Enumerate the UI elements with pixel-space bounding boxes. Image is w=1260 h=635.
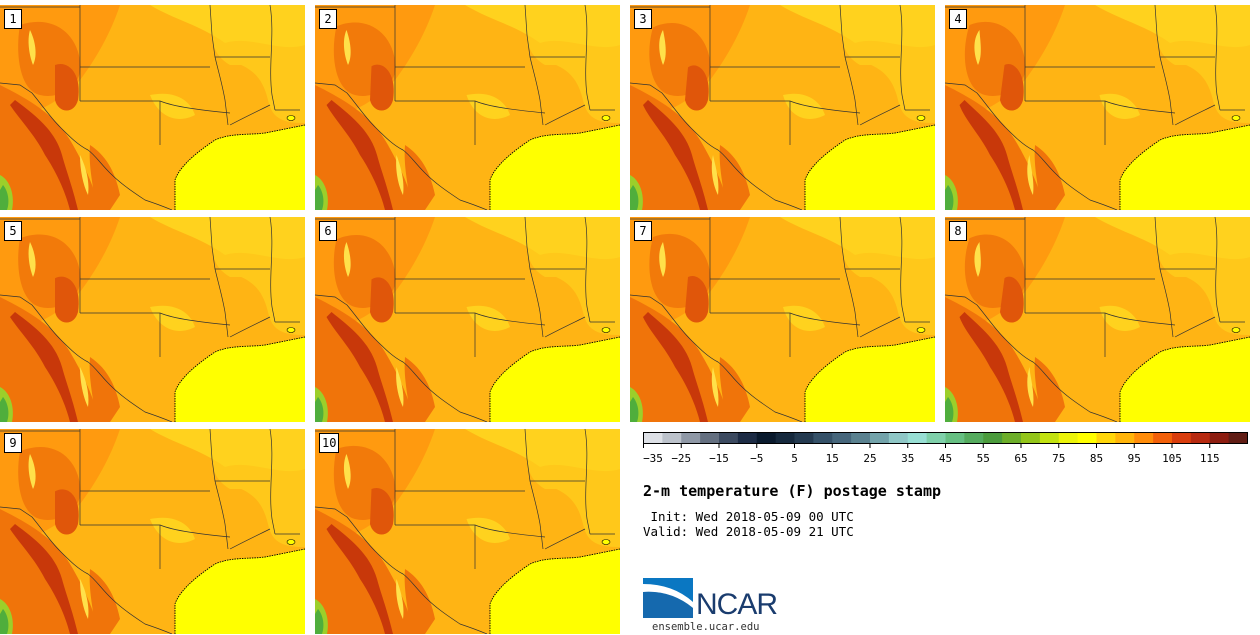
ncar-logo-icon bbox=[643, 578, 693, 618]
colorbar-swatch bbox=[813, 432, 833, 444]
colorbar-swatch bbox=[737, 432, 758, 444]
colorbar-swatch bbox=[1039, 432, 1060, 444]
colorbar-tick-label: 45 bbox=[939, 452, 952, 465]
ensemble-member-map: 3 bbox=[630, 5, 935, 210]
colorbar-tick-label: 95 bbox=[1128, 452, 1141, 465]
member-number: 1 bbox=[4, 9, 22, 29]
colorbar-swatch bbox=[1190, 432, 1211, 444]
colorbar-swatch bbox=[1021, 432, 1041, 444]
colorbar-tick-label: 55 bbox=[977, 452, 990, 465]
ensemble-member-map: 1 bbox=[0, 5, 305, 210]
colorbar-swatch bbox=[870, 432, 890, 444]
colorbar-swatch bbox=[1002, 432, 1022, 444]
colorbar-swatch bbox=[681, 432, 701, 444]
colorbar-swatch bbox=[926, 432, 946, 444]
colorbar-swatch bbox=[719, 432, 739, 444]
member-number: 6 bbox=[319, 221, 337, 241]
colorbar-swatch bbox=[662, 432, 682, 444]
colorbar-tick-label: −15 bbox=[709, 452, 729, 465]
member-number: 2 bbox=[319, 9, 337, 29]
ensemble-member-map: 7 bbox=[630, 217, 935, 422]
colorbar-swatch bbox=[832, 432, 852, 444]
ensemble-member-map: 5 bbox=[0, 217, 305, 422]
member-number: 10 bbox=[319, 433, 340, 453]
colorbar-swatch bbox=[700, 432, 720, 444]
colorbar-swatch bbox=[888, 432, 909, 444]
colorbar-swatch bbox=[643, 432, 663, 444]
site-url: ensemble.ucar.edu bbox=[652, 621, 760, 633]
colorbar-swatch bbox=[1134, 432, 1154, 444]
colorbar-tick-label: 75 bbox=[1052, 452, 1065, 465]
ensemble-member-map: 2 bbox=[315, 5, 620, 210]
colorbar-tick-label: 85 bbox=[1090, 452, 1103, 465]
member-number: 5 bbox=[4, 221, 22, 241]
colorbar-swatch bbox=[775, 432, 795, 444]
member-number: 8 bbox=[949, 221, 967, 241]
colorbar-swatch bbox=[756, 432, 777, 444]
colorbar-tick-label: −5 bbox=[750, 452, 763, 465]
colorbar-tick-label: 35 bbox=[901, 452, 914, 465]
chart-title: 2-m temperature (F) postage stamp bbox=[643, 482, 942, 500]
colorbar-tick-label: 15 bbox=[826, 452, 839, 465]
colorbar-swatch bbox=[1077, 432, 1097, 444]
init-time: Init: Wed 2018-05-09 00 UTC bbox=[643, 509, 854, 524]
member-number: 9 bbox=[4, 433, 22, 453]
ensemble-member-map: 8 bbox=[945, 217, 1250, 422]
member-number: 3 bbox=[634, 9, 652, 29]
member-number: 4 bbox=[949, 9, 967, 29]
colorbar-tick-label: 105 bbox=[1162, 452, 1182, 465]
colorbar-tick-label: −35 bbox=[643, 452, 663, 465]
ensemble-member-map: 10 bbox=[315, 429, 620, 634]
colorbar-swatch bbox=[851, 432, 871, 444]
ensemble-member-map: 9 bbox=[0, 429, 305, 634]
valid-time: Valid: Wed 2018-05-09 21 UTC bbox=[643, 524, 854, 539]
colorbar-swatch bbox=[1209, 432, 1230, 444]
colorbar-swatch bbox=[1058, 432, 1079, 444]
colorbar-swatch bbox=[964, 432, 984, 444]
colorbar-swatch bbox=[1153, 432, 1173, 444]
ensemble-member-map: 6 bbox=[315, 217, 620, 422]
colorbar-tick-label: 65 bbox=[1014, 452, 1027, 465]
temperature-colorbar: −35 −25 −15 −5 5 15 25 35 45 55 65 75 85 95 105 115 bbox=[643, 432, 1248, 465]
colorbar-swatch bbox=[794, 432, 814, 444]
ensemble-member-map: 4 bbox=[945, 5, 1250, 210]
colorbar-swatch bbox=[1172, 432, 1192, 444]
colorbar-swatch bbox=[983, 432, 1003, 444]
colorbar-swatch bbox=[907, 432, 928, 444]
colorbar-swatch bbox=[945, 432, 965, 444]
colorbar-swatch bbox=[1096, 432, 1116, 444]
colorbar-tick-label: 115 bbox=[1200, 452, 1220, 465]
ncar-logo-text: NCAR bbox=[696, 588, 778, 621]
colorbar-swatch bbox=[1228, 432, 1248, 444]
colorbar-tick-label: 5 bbox=[791, 452, 798, 465]
member-number: 7 bbox=[634, 221, 652, 241]
colorbar-tick-label: −25 bbox=[671, 452, 691, 465]
colorbar-tick-label: 25 bbox=[863, 452, 876, 465]
colorbar-swatch bbox=[1115, 432, 1135, 444]
